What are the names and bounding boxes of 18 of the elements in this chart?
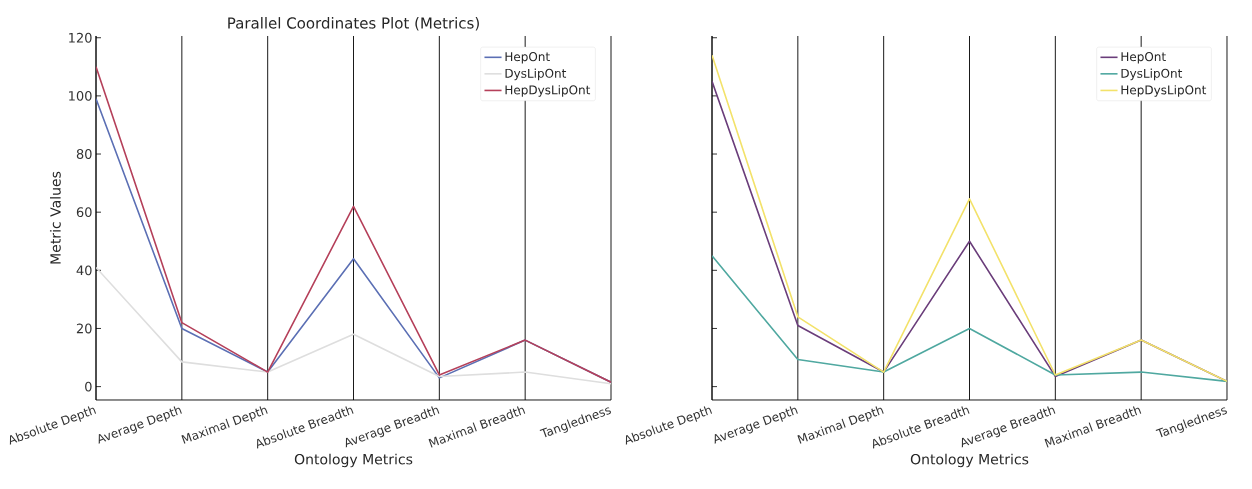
legend-label: HepOnt — [505, 52, 550, 64]
y-tick-label: 60 — [76, 207, 92, 218]
line-series — [96, 266, 611, 385]
legend-label: DysLipOnt — [505, 68, 567, 81]
y-tick-label: 80 — [76, 149, 92, 159]
y-tick-label: 0 — [85, 381, 92, 392]
legend-label: DysLipOnt — [1121, 68, 1183, 81]
legend-label: HepDysLipOnt — [1121, 85, 1207, 97]
y-axis-title: Metric Values — [49, 171, 61, 264]
y-tick-label: 20 — [76, 323, 92, 334]
x-axis-title: Ontology Metrics — [910, 453, 1029, 468]
legend-label: HepOnt — [1121, 52, 1166, 64]
y-tick-label: 40 — [76, 265, 92, 276]
y-tick-label: 100 — [69, 90, 92, 101]
legend-label: HepDysLipOnt — [505, 85, 591, 97]
x-axis-title: Ontology Metrics — [294, 453, 413, 468]
y-tick-label: 120 — [69, 32, 92, 43]
chart-title: Parallel Coordinates Plot (Metrics) — [228, 17, 479, 31]
